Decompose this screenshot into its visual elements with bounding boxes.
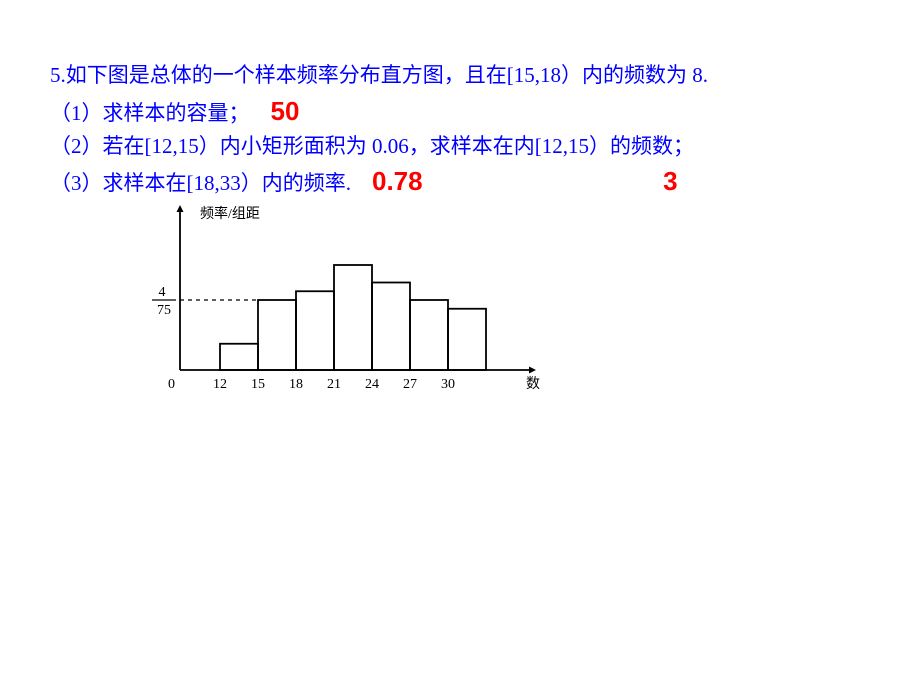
- svg-text:27: 27: [403, 377, 417, 392]
- problem-line-4: （3）求样本在[18,33）内的频率. 0.78 3: [50, 162, 890, 201]
- svg-text:12: 12: [213, 377, 227, 392]
- problem-block: 5.如下图是总体的一个样本频率分布直方图，且在[15,18）内的频数为 8. （…: [50, 60, 890, 201]
- svg-text:18: 18: [289, 377, 303, 392]
- svg-text:75: 75: [157, 303, 171, 318]
- answer-1: 50: [271, 96, 300, 126]
- svg-text:频率/组距: 频率/组距: [200, 205, 260, 222]
- svg-text:30: 30: [441, 377, 455, 392]
- svg-text:15: 15: [251, 377, 265, 392]
- text-line2a: （1）求样本的容量；: [50, 101, 250, 125]
- answer-3: 0.78: [372, 166, 423, 196]
- chart-svg: 4 75 0 12 15 18 21 24 27 30 频率/组距数据: [140, 200, 540, 400]
- problem-line-2: （1）求样本的容量； 50: [50, 92, 890, 131]
- answer-2: 3: [663, 166, 677, 196]
- problem-line-1: 5.如下图是总体的一个样本频率分布直方图，且在[15,18）内的频数为 8.: [50, 60, 890, 92]
- svg-text:24: 24: [365, 377, 379, 392]
- text-line1: 5.如下图是总体的一个样本频率分布直方图，且在[15,18）内的频数为 8.: [50, 63, 708, 87]
- problem-line-3: （2）若在[12,15）内小矩形面积为 0.06，求样本在内[12,15）的频数…: [50, 131, 890, 163]
- svg-text:4: 4: [159, 285, 166, 300]
- svg-text:0: 0: [168, 377, 175, 392]
- text-line4a: （3）求样本在[18,33）内的频率.: [50, 171, 351, 195]
- svg-text:数据: 数据: [526, 376, 540, 392]
- histogram-chart: 4 75 0 12 15 18 21 24 27 30 频率/组距数据: [140, 200, 540, 405]
- svg-text:21: 21: [327, 377, 341, 392]
- text-line3: （2）若在[12,15）内小矩形面积为 0.06，求样本在内[12,15）的频数…: [50, 134, 694, 158]
